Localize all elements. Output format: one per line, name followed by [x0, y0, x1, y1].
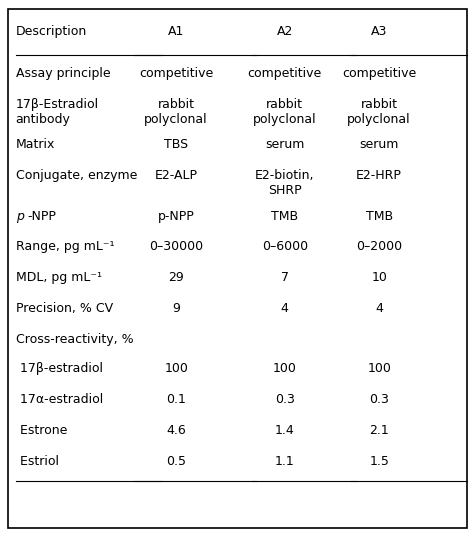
- Text: 0.3: 0.3: [369, 393, 389, 406]
- Text: rabbit
polyclonal: rabbit polyclonal: [144, 98, 208, 126]
- Text: 0–2000: 0–2000: [356, 240, 402, 252]
- Text: Conjugate, enzyme: Conjugate, enzyme: [16, 169, 137, 182]
- Text: 100: 100: [367, 362, 391, 375]
- Text: 0.1: 0.1: [166, 393, 186, 406]
- Text: serum: serum: [265, 137, 304, 150]
- Text: 4: 4: [375, 302, 383, 315]
- Text: competitive: competitive: [139, 67, 213, 79]
- Text: 1.4: 1.4: [275, 424, 294, 437]
- Text: p-NPP: p-NPP: [158, 211, 194, 223]
- Text: MDL, pg mL⁻¹: MDL, pg mL⁻¹: [16, 271, 102, 284]
- Text: Cross-reactivity, %: Cross-reactivity, %: [16, 332, 133, 346]
- Text: 0–6000: 0–6000: [262, 240, 308, 252]
- Text: 0.3: 0.3: [275, 393, 294, 406]
- Text: Description: Description: [16, 25, 87, 39]
- Text: -NPP: -NPP: [28, 211, 57, 223]
- Text: 7: 7: [281, 271, 289, 284]
- Text: competitive: competitive: [342, 67, 416, 79]
- Text: 100: 100: [164, 362, 188, 375]
- Text: Estriol: Estriol: [16, 455, 58, 468]
- Text: Range, pg mL⁻¹: Range, pg mL⁻¹: [16, 240, 114, 252]
- Text: 17β-estradiol: 17β-estradiol: [16, 362, 103, 375]
- Text: E2-HRP: E2-HRP: [356, 169, 402, 182]
- Text: 9: 9: [172, 302, 180, 315]
- Text: 0–30000: 0–30000: [149, 240, 203, 252]
- Text: 0.5: 0.5: [166, 455, 186, 468]
- Text: p: p: [16, 211, 23, 223]
- Text: Precision, % CV: Precision, % CV: [16, 302, 113, 315]
- Text: 17β-Estradiol
antibody: 17β-Estradiol antibody: [16, 98, 99, 126]
- Text: rabbit
polyclonal: rabbit polyclonal: [253, 98, 316, 126]
- Text: serum: serum: [360, 137, 399, 150]
- Text: E2-biotin,
SHRP: E2-biotin, SHRP: [255, 169, 314, 197]
- Text: A3: A3: [371, 25, 387, 39]
- Text: Matrix: Matrix: [16, 137, 55, 150]
- Text: Estrone: Estrone: [16, 424, 67, 437]
- Text: TBS: TBS: [164, 137, 188, 150]
- Text: E2-ALP: E2-ALP: [154, 169, 198, 182]
- Text: 17α-estradiol: 17α-estradiol: [16, 393, 103, 406]
- Text: TMB: TMB: [271, 211, 298, 223]
- Text: 29: 29: [168, 271, 184, 284]
- Text: 2.1: 2.1: [369, 424, 389, 437]
- Text: 1.5: 1.5: [369, 455, 389, 468]
- Text: A1: A1: [168, 25, 184, 39]
- Text: 1.1: 1.1: [275, 455, 294, 468]
- Text: Assay principle: Assay principle: [16, 67, 110, 79]
- Text: 4.6: 4.6: [166, 424, 186, 437]
- Text: TMB: TMB: [366, 211, 393, 223]
- Text: competitive: competitive: [247, 67, 322, 79]
- Text: 100: 100: [273, 362, 297, 375]
- Text: 10: 10: [371, 271, 387, 284]
- Text: A2: A2: [276, 25, 293, 39]
- Text: rabbit
polyclonal: rabbit polyclonal: [347, 98, 411, 126]
- Text: 4: 4: [281, 302, 289, 315]
